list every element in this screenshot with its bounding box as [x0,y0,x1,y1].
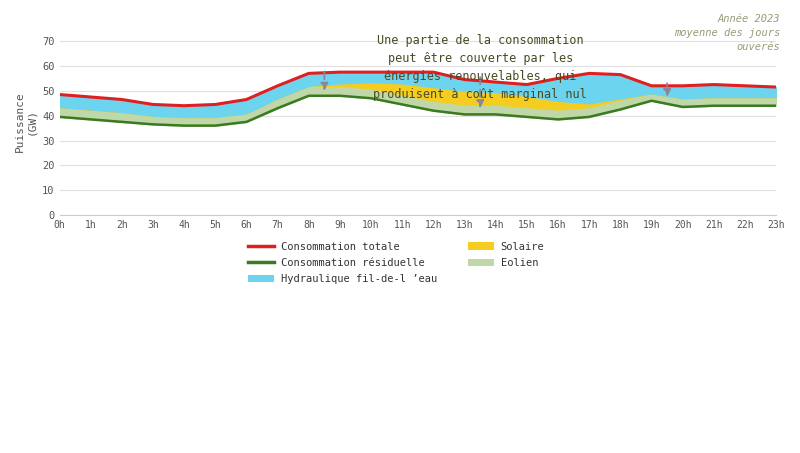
Y-axis label: Puissance
(GW): Puissance (GW) [15,92,37,152]
Text: Année 2023
moyenne des jours
ouverés: Année 2023 moyenne des jours ouverés [674,14,780,52]
Legend: Consommation totale, Consommation résiduelle, Hydraulique fil-de-l ’eau, Solaire: Consommation totale, Consommation résidu… [244,237,549,288]
Text: Une partie de la consommation
peut être couverte par les
énergies renouvelables,: Une partie de la consommation peut être … [374,34,587,101]
